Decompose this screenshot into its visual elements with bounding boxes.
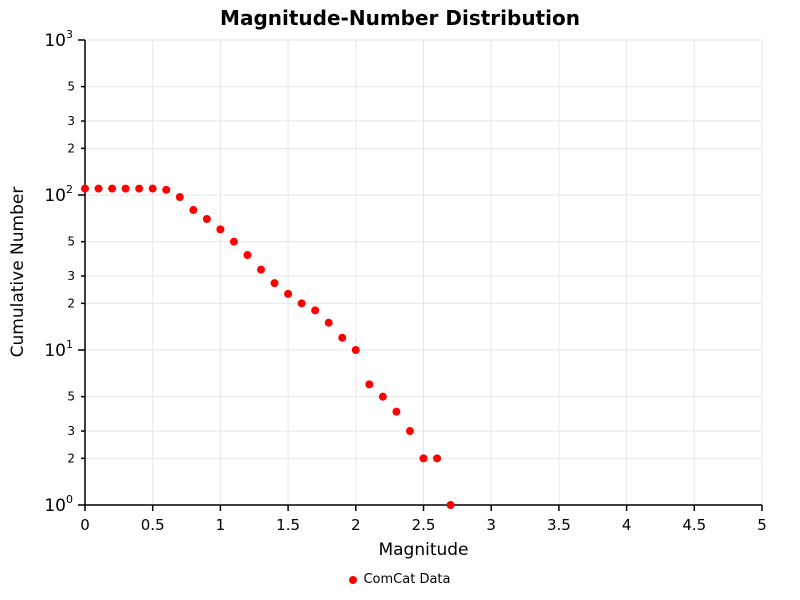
legend-label: ComCat Data [363,572,451,587]
x-tick-label: 3.5 [547,516,571,534]
y-tick-label-major: 103 [44,28,73,51]
data-point [365,380,374,389]
x-tick-label: 2.5 [412,516,436,534]
y-tick-label-minor: 3 [67,114,75,128]
data-point [175,193,184,202]
y-tick-label-minor: 5 [67,80,75,94]
legend: ComCat Data [0,572,800,587]
y-tick-label-minor: 3 [67,424,75,438]
x-tick-label: 0.5 [141,516,165,534]
data-point [148,184,157,193]
data-point [392,407,401,416]
data-point [135,184,144,193]
y-tick-label-minor: 2 [67,141,75,155]
data-point [378,392,387,401]
y-tick-label-major: 100 [44,493,73,516]
data-point [121,184,130,193]
data-point [108,184,117,193]
data-point [202,215,211,224]
data-point [419,454,428,463]
y-tick-label-major: 101 [44,338,73,361]
data-point [94,184,103,193]
x-tick-label: 4.5 [682,516,706,534]
y-tick-label-minor: 2 [67,296,75,310]
data-point [324,318,333,327]
x-tick-label: 4 [622,516,632,534]
x-axis-label: Magnitude [378,540,469,560]
data-point [216,225,225,234]
x-tick-label: 1 [216,516,226,534]
data-point [270,279,279,288]
data-point [243,251,252,260]
x-tick-label: 3 [486,516,496,534]
x-tick-label: 2 [351,516,361,534]
x-tick-label: 0 [80,516,90,534]
data-point [189,206,198,215]
y-tick-label-minor: 5 [67,390,75,404]
data-point [405,427,414,436]
data-point [446,501,455,509]
data-point [338,333,347,342]
y-tick-label-minor: 3 [67,269,75,283]
data-point [257,265,266,274]
data-point [297,299,306,308]
data-point [433,454,442,463]
data-point [81,184,89,193]
data-point [284,289,293,298]
data-point [162,185,171,194]
x-tick-label: 1.5 [276,516,300,534]
y-tick-label-major: 102 [44,183,73,206]
data-point [351,346,360,354]
y-tick-label-minor: 5 [67,235,75,249]
x-tick-label: 5 [757,516,767,534]
legend-marker-icon [349,575,358,584]
data-point [229,237,238,246]
y-tick-label-minor: 2 [67,451,75,465]
chart-title: Magnitude-Number Distribution [220,6,580,30]
data-point [311,306,320,315]
